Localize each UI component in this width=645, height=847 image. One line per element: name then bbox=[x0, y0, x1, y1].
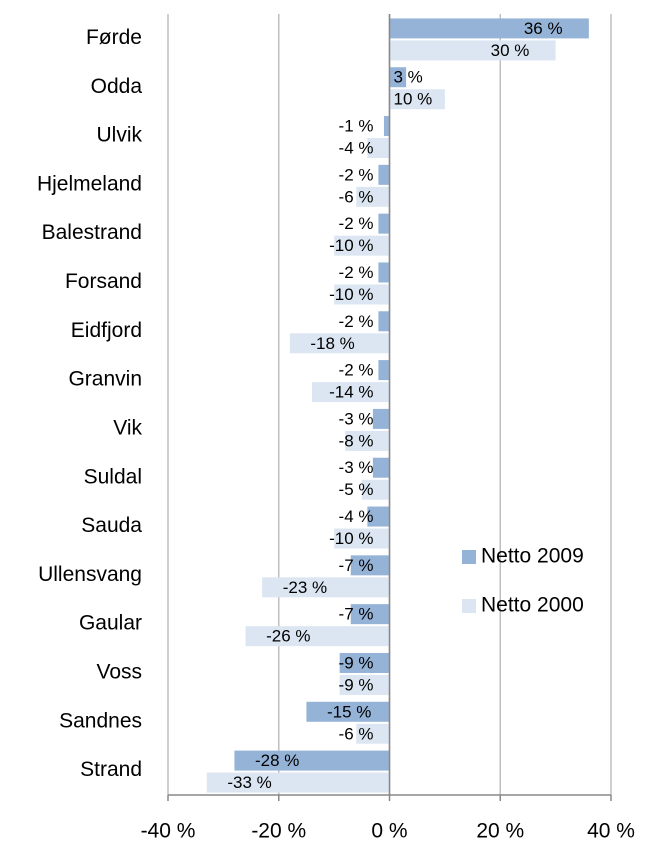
data-label: -7 % bbox=[339, 605, 374, 624]
data-label: -23 % bbox=[283, 578, 327, 597]
data-label: -6 % bbox=[339, 724, 374, 743]
data-label: -10 % bbox=[329, 285, 373, 304]
bar bbox=[378, 164, 390, 185]
data-label: -18 % bbox=[310, 334, 354, 353]
category-label: Førde bbox=[86, 26, 142, 49]
bar bbox=[289, 333, 390, 354]
bar bbox=[350, 604, 390, 625]
bar bbox=[378, 311, 390, 332]
data-label: -2 % bbox=[339, 214, 374, 233]
data-label: -8 % bbox=[339, 431, 374, 450]
x-tick-label: -20 % bbox=[251, 820, 306, 843]
category-label: Strand bbox=[80, 758, 142, 781]
category-label: Balestrand bbox=[42, 221, 142, 244]
x-tick-label: 40 % bbox=[587, 820, 635, 843]
data-label: -10 % bbox=[329, 529, 373, 548]
category-label: Hjelmeland bbox=[37, 172, 142, 195]
bar bbox=[367, 138, 390, 159]
data-label: 3 % bbox=[394, 68, 423, 87]
category-label: Granvin bbox=[68, 368, 142, 391]
bar bbox=[378, 360, 390, 381]
x-tick-label: 20 % bbox=[476, 820, 524, 843]
bar bbox=[334, 284, 390, 305]
category-label: Vik bbox=[113, 416, 142, 439]
data-label: -2 % bbox=[339, 312, 374, 331]
data-label: -1 % bbox=[339, 117, 374, 136]
bar bbox=[389, 89, 445, 110]
bar bbox=[389, 67, 407, 88]
bar bbox=[339, 674, 390, 695]
legend-label: Netto 2009 bbox=[481, 545, 584, 568]
bar bbox=[383, 116, 390, 137]
data-label: -6 % bbox=[339, 187, 374, 206]
category-label: Ullensvang bbox=[38, 563, 142, 586]
x-tick-label: -40 % bbox=[141, 820, 196, 843]
x-tick-label: 0 % bbox=[371, 820, 407, 843]
data-label: -2 % bbox=[339, 263, 374, 282]
bar bbox=[356, 723, 390, 744]
bar bbox=[350, 555, 390, 576]
category-label: Voss bbox=[96, 661, 142, 684]
data-label: -15 % bbox=[327, 702, 371, 721]
data-label: 10 % bbox=[394, 90, 433, 109]
category-label: Odda bbox=[91, 75, 143, 98]
bar bbox=[372, 408, 390, 429]
data-label: -10 % bbox=[329, 236, 373, 255]
bar bbox=[306, 701, 390, 722]
bar bbox=[389, 18, 589, 39]
category-label: Sauda bbox=[81, 514, 142, 537]
bar bbox=[356, 186, 390, 207]
category-label: Eidfjord bbox=[71, 319, 142, 342]
data-label: -2 % bbox=[339, 165, 374, 184]
category-label: Forsand bbox=[65, 270, 142, 293]
bar bbox=[389, 40, 556, 61]
bar bbox=[245, 626, 390, 647]
data-label: -33 % bbox=[227, 773, 271, 792]
data-label: -3 % bbox=[339, 409, 374, 428]
data-label: -2 % bbox=[339, 361, 374, 380]
bar bbox=[334, 235, 390, 256]
bar bbox=[378, 262, 390, 283]
bar bbox=[206, 772, 390, 793]
data-label: 36 % bbox=[524, 19, 563, 38]
bar bbox=[334, 528, 390, 549]
bar bbox=[361, 479, 390, 500]
data-label: -26 % bbox=[266, 627, 310, 646]
data-label: -28 % bbox=[255, 751, 299, 770]
bar bbox=[311, 382, 390, 403]
legend-label: Netto 2000 bbox=[481, 594, 584, 617]
data-label: -3 % bbox=[339, 458, 374, 477]
data-label: -14 % bbox=[329, 383, 373, 402]
bar bbox=[378, 213, 390, 234]
legend-swatch bbox=[462, 550, 476, 564]
category-label: Sandnes bbox=[59, 709, 142, 732]
bar bbox=[339, 652, 390, 673]
category-label: Ulvik bbox=[97, 124, 143, 147]
data-label: -4 % bbox=[339, 507, 374, 526]
category-label: Gaular bbox=[79, 612, 142, 635]
data-label: -9 % bbox=[339, 675, 374, 694]
data-label: 30 % bbox=[491, 41, 530, 60]
category-label: Suldal bbox=[84, 465, 142, 488]
bar bbox=[262, 577, 390, 598]
bar bbox=[345, 430, 390, 451]
bar bbox=[372, 457, 390, 478]
data-label: -4 % bbox=[339, 139, 374, 158]
data-label: -7 % bbox=[339, 556, 374, 575]
data-label: -5 % bbox=[339, 480, 374, 499]
data-label: -9 % bbox=[339, 653, 374, 672]
bar bbox=[234, 750, 390, 771]
bar bbox=[367, 506, 390, 527]
legend-swatch bbox=[462, 599, 476, 613]
